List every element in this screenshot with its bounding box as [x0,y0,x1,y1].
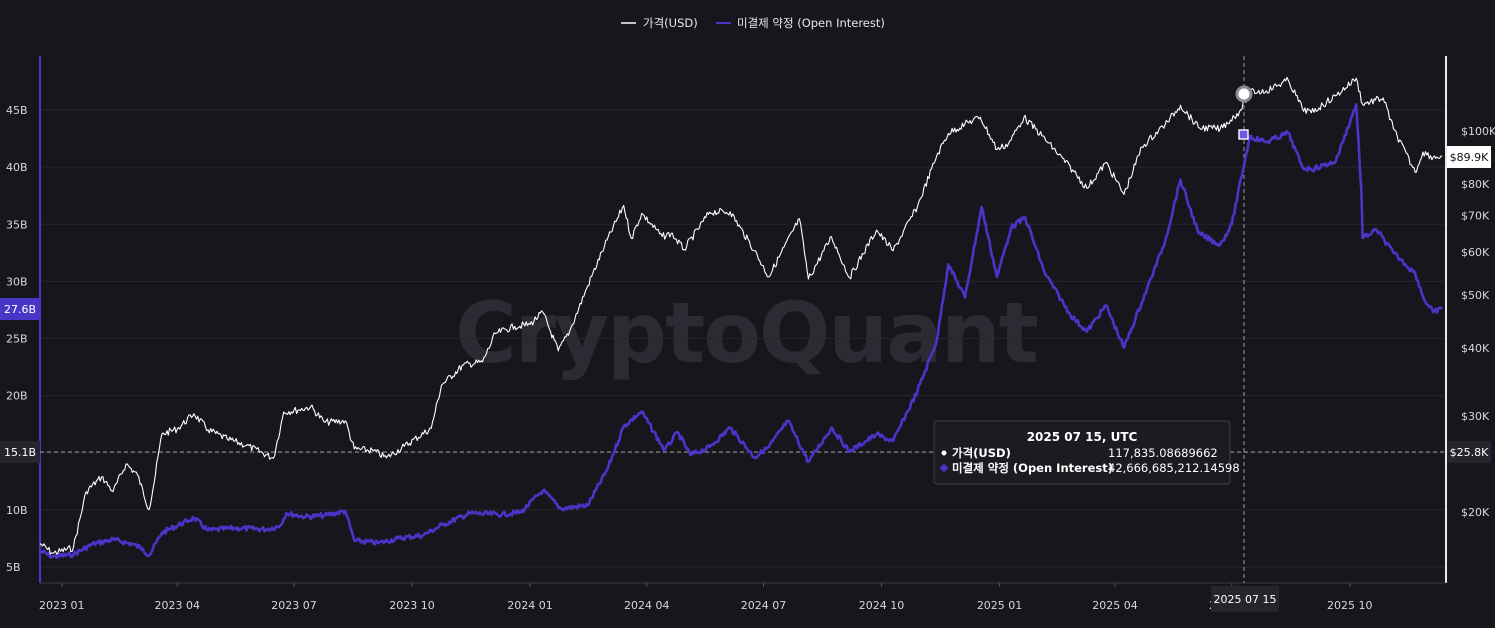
x-crosshair-value: 2025 07 15 [1214,593,1277,606]
x-crosshair-badge-bg [1211,586,1279,612]
left-tick-10B: 10B [6,504,28,517]
right-crosshair-badge: $25.8K [1447,441,1491,463]
right-tick-60K: $60K [1461,246,1490,259]
left-tick-35B: 35B [6,218,28,231]
x-tick-2023-07: 2023 07 [271,599,317,612]
left-current-badge: 27.6B [0,298,40,320]
right-current-value: $89.9K [1450,151,1489,164]
x-tick-2025-01: 2025 01 [977,599,1023,612]
right-current-badge: $89.9K [1447,146,1491,168]
legend-item-open-interest[interactable]: 미결제 약정 (Open Interest) [716,16,885,30]
x-tick-2024-01: 2024 01 [507,599,553,612]
open-interest-hover-point [1238,129,1249,140]
legend: 가격(USD) 미결제 약정 (Open Interest) [621,16,885,30]
series-line-open-interest [39,103,1443,559]
left-crosshair-badge: 15.1B [0,441,40,463]
x-tick-2024-04: 2024 04 [624,599,670,612]
left-tick-5B: 5B [6,561,21,574]
tooltip-oi-value: 42,666,685,212.14598 [1108,461,1240,475]
legend-label-price: 가격(USD) [643,16,698,30]
left-tick-30B: 30B [6,275,28,288]
tooltip-price-name: 가격(USD) [952,446,1011,460]
left-crosshair-value: 15.1B [4,446,36,459]
x-tick-2025-10: 2025 10 [1327,599,1373,612]
right-crosshair-badge-bg [1447,441,1491,463]
left-tick-45B: 45B [6,104,28,117]
tooltip-title: 2025 07 15, UTC [1027,430,1138,444]
price-hover-point [1235,85,1253,103]
right-tick-100K: $100K [1461,125,1495,138]
left-current-value: 27.6B [4,303,36,316]
right-tick-30K: $30K [1461,410,1490,423]
x-tick-2023-04: 2023 04 [155,599,201,612]
left-current-badge-bg [0,298,40,320]
tooltip-price-value: 117,835.08689662 [1108,446,1218,460]
left-tick-40B: 40B [6,161,28,174]
right-tick-80K: $80K [1461,178,1490,191]
legend-item-price[interactable]: 가격(USD) [621,16,698,30]
right-tick-50K: $50K [1461,289,1490,302]
x-tick-2024-10: 2024 10 [859,599,905,612]
right-current-badge-bg [1447,146,1491,168]
grid-lines [40,109,1446,568]
x-tick-2023-01: 2023 01 [39,599,85,612]
tooltip-box [933,420,1231,485]
tooltip-price-marker [941,450,947,456]
x-tick-2024-07: 2024 07 [741,599,787,612]
right-axis-ticks: $20K $30K $40K $50K $60K $70K $80K $100K [1461,125,1495,519]
tooltip: 2025 07 15, UTC 가격(USD) 117,835.08689662… [933,420,1240,485]
watermark: CryptoQuant [455,284,1038,382]
right-tick-70K: $70K [1461,209,1490,222]
legend-label-open-interest: 미결제 약정 (Open Interest) [737,16,885,30]
tooltip-oi-marker [939,463,949,473]
x-crosshair-badge: 2025 07 15 [1211,586,1279,612]
series-layer [39,76,1443,559]
left-tick-20B: 20B [6,390,28,403]
right-tick-20K: $20K [1461,506,1490,519]
x-tick-2023-10: 2023 10 [389,599,435,612]
right-tick-40K: $40K [1461,342,1490,355]
tooltip-oi-name: 미결제 약정 (Open Interest) [952,461,1113,475]
x-axis-ticks: 2023 01 2023 04 2023 07 2023 10 2024 01 2024 … [39,583,1373,612]
left-axis-ticks: 5B10B15B20B25B30B35B40B45B [6,104,28,574]
series-line-price [39,76,1443,555]
x-tick-2025-04: 2025 04 [1092,599,1138,612]
hover-markers [1235,85,1253,140]
left-tick-25B: 25B [6,333,28,346]
right-crosshair-value: $25.8K [1450,446,1489,459]
left-crosshair-badge-bg [0,441,40,463]
